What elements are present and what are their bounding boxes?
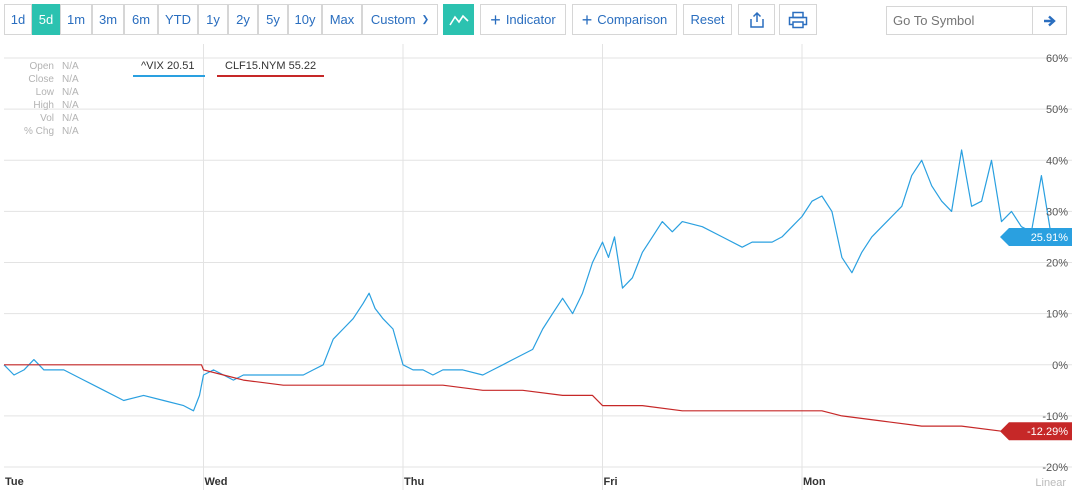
line-chart-icon [448, 14, 469, 25]
arrow-right-icon [1043, 15, 1056, 26]
plus-icon: + [490, 9, 501, 30]
indicator-button[interactable]: + Indicator [480, 4, 566, 35]
print-icon [788, 11, 808, 28]
legend-clf15[interactable]: CLF15.NYM 55.22 [217, 58, 324, 77]
last-value-tag [1000, 422, 1072, 441]
range-ytd-button[interactable]: YTD [158, 4, 198, 35]
x-tick-label: Mon [803, 476, 826, 488]
ohlc-pct-change: % Chg N/A [23, 126, 79, 137]
scale-label: Linear [1035, 477, 1066, 489]
range-5y-button[interactable]: 5y [258, 4, 288, 35]
custom-range-label: Custom [370, 12, 416, 27]
y-tick-label: 20% [1046, 258, 1068, 270]
indicator-label: Indicator [505, 12, 556, 27]
comparison-button[interactable]: + Comparison [572, 4, 677, 35]
custom-range-dropdown[interactable]: Custom ❯ [362, 4, 438, 35]
last-value-label: -12.29% [1027, 426, 1068, 438]
range-10y-button[interactable]: 10y [288, 4, 322, 35]
range-1d-button[interactable]: 1d [4, 4, 32, 35]
x-tick-label: Tue [5, 476, 24, 488]
symbol-search [886, 6, 1067, 35]
range-3m-button[interactable]: 3m [92, 4, 124, 35]
x-tick-label: Wed [205, 476, 228, 488]
series-line-clf15 [4, 364, 1052, 432]
go-button[interactable] [1032, 7, 1066, 34]
range-1y-button[interactable]: 1y [198, 4, 228, 35]
legend-vix[interactable]: ^VIX 20.51 [133, 58, 205, 77]
chart-toolbar: 1d 5d 1m 3m 6m YTD 1y 2y 5y 10y Max Cust… [0, 0, 1078, 40]
range-5d-button[interactable]: 5d [32, 4, 60, 35]
y-tick-label: 0% [1052, 360, 1068, 372]
y-tick-label: 40% [1046, 155, 1068, 167]
range-2y-button[interactable]: 2y [228, 4, 258, 35]
range-1m-button[interactable]: 1m [60, 4, 92, 35]
range-max-button[interactable]: Max [322, 4, 362, 35]
ohlc-open: Open N/A [29, 61, 79, 72]
ohlc-vol: Vol N/A [40, 113, 79, 124]
ohlc-low: Low N/A [35, 87, 79, 98]
ohlc-close: Close N/A [28, 74, 79, 85]
share-button[interactable] [738, 4, 775, 35]
go-to-symbol-input[interactable] [887, 7, 1032, 34]
chart-area: 60% 50% 40% 30% 20% 10% 0% -10% -20% Tue Wed Thu Fr… [0, 44, 1078, 492]
ohlc-panel: Open N/A Close N/A Low N/A High N/A Vol N/A %… [14, 60, 79, 138]
plus-icon: + [581, 9, 593, 30]
x-tick-label: Fri [604, 476, 618, 488]
y-tick-label: -10% [1042, 411, 1068, 423]
chevron-down-icon: ❯ [421, 14, 430, 24]
chart-type-line-button[interactable] [443, 4, 474, 35]
price-chart[interactable]: 60% 50% 40% 30% 20% 10% 0% -10% -20% Tue Wed Thu Fr… [0, 44, 1078, 492]
last-value-label: 25.91% [1031, 232, 1069, 244]
share-icon [749, 11, 764, 28]
y-tick-label: -20% [1042, 462, 1068, 474]
print-button[interactable] [779, 4, 817, 35]
y-tick-label: 30% [1046, 206, 1068, 218]
last-value-tag [1000, 227, 1072, 246]
series-line-vix [3, 149, 1052, 412]
ohlc-high: High N/A [33, 100, 79, 111]
reset-button[interactable]: Reset [683, 4, 732, 35]
y-tick-label: 10% [1046, 309, 1068, 321]
y-tick-label: 60% [1046, 53, 1068, 65]
y-tick-label: 50% [1046, 104, 1068, 116]
comparison-label: Comparison [597, 12, 668, 27]
range-6m-button[interactable]: 6m [124, 4, 158, 35]
x-tick-label: Thu [404, 476, 424, 488]
